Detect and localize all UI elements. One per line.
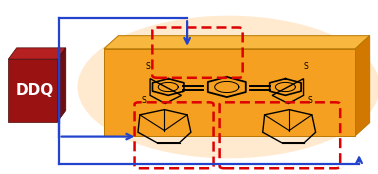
Bar [8,59,57,122]
Ellipse shape [77,16,378,158]
Text: S: S [304,62,308,72]
Text: S: S [141,96,146,105]
Text: S: S [308,96,312,105]
Polygon shape [355,36,370,136]
Polygon shape [57,48,66,122]
Polygon shape [104,36,370,49]
Bar [104,49,355,136]
Text: S: S [145,62,150,72]
Polygon shape [8,48,66,59]
Text: DDQ: DDQ [15,83,54,98]
